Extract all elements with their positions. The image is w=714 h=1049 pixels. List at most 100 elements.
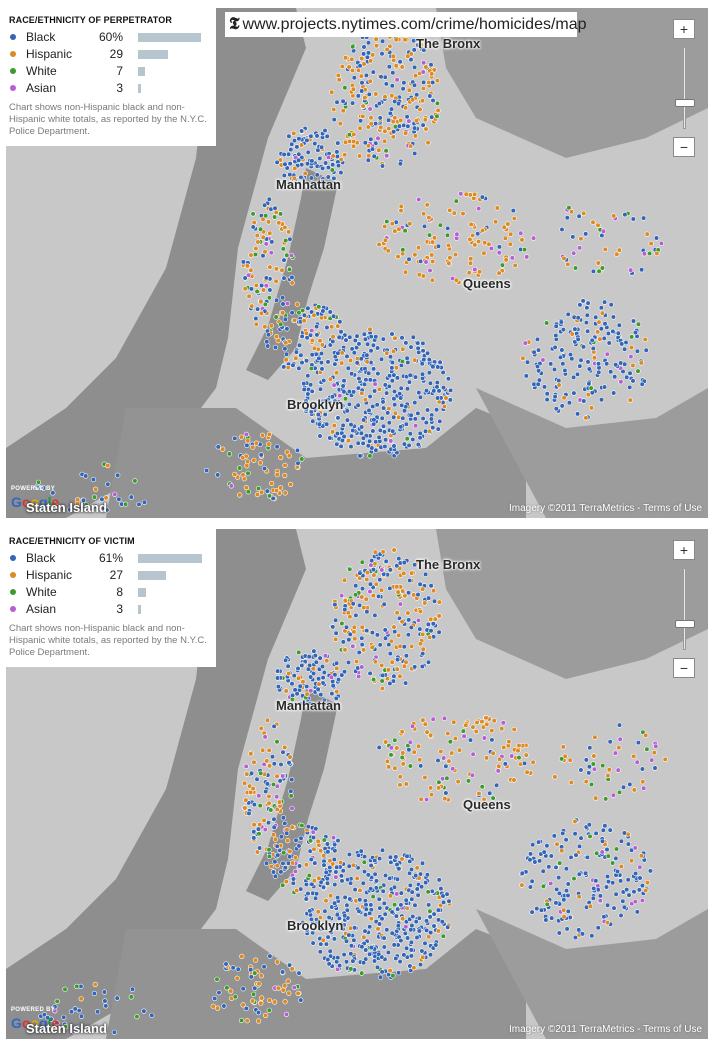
homicide-dot[interactable] — [291, 673, 297, 679]
homicide-dot[interactable] — [417, 608, 424, 615]
homicide-dot[interactable] — [544, 397, 550, 403]
homicide-dot[interactable] — [601, 335, 607, 342]
homicide-dot[interactable] — [599, 265, 606, 271]
homicide-dot[interactable] — [339, 360, 345, 366]
homicide-dot[interactable] — [406, 256, 412, 262]
homicide-dot[interactable] — [408, 939, 415, 946]
homicide-dot[interactable] — [248, 267, 254, 273]
homicide-dot[interactable] — [239, 953, 245, 960]
homicide-dot[interactable] — [294, 447, 301, 454]
homicide-dot[interactable] — [396, 101, 402, 107]
homicide-dot[interactable] — [271, 824, 277, 830]
homicide-dot[interactable] — [394, 891, 400, 897]
homicide-dot[interactable] — [401, 559, 407, 566]
homicide-dot[interactable] — [407, 221, 413, 227]
homicide-dot[interactable] — [311, 878, 318, 884]
homicide-dot[interactable] — [397, 774, 403, 780]
homicide-dot[interactable] — [260, 253, 266, 259]
homicide-dot[interactable] — [565, 908, 571, 915]
homicide-dot[interactable] — [247, 783, 253, 789]
homicide-dot[interactable] — [596, 268, 602, 274]
homicide-dot[interactable] — [373, 91, 379, 97]
homicide-dot[interactable] — [337, 121, 343, 127]
homicide-dot[interactable] — [500, 720, 506, 726]
homicide-dot[interactable] — [463, 722, 469, 728]
homicide-dot[interactable] — [322, 411, 328, 418]
homicide-dot[interactable] — [635, 321, 642, 327]
homicide-dot[interactable] — [309, 352, 315, 358]
homicide-dot[interactable] — [378, 74, 384, 80]
homicide-dot[interactable] — [295, 665, 301, 672]
homicide-dot[interactable] — [389, 909, 395, 915]
homicide-dot[interactable] — [479, 719, 485, 725]
homicide-dot[interactable] — [238, 434, 244, 440]
homicide-dot[interactable] — [304, 161, 311, 167]
homicide-dot[interactable] — [280, 246, 286, 252]
homicide-dot[interactable] — [361, 331, 367, 337]
homicide-dot[interactable] — [386, 764, 392, 770]
homicide-dot[interactable] — [373, 36, 379, 42]
homicide-dot[interactable] — [296, 843, 302, 849]
homicide-dot[interactable] — [391, 348, 397, 354]
homicide-dot[interactable] — [308, 175, 315, 181]
homicide-dot[interactable] — [523, 752, 529, 758]
homicide-dot[interactable] — [129, 986, 136, 992]
homicide-dot[interactable] — [569, 356, 575, 362]
homicide-dot[interactable] — [41, 1012, 48, 1018]
homicide-dot[interactable] — [638, 360, 644, 366]
homicide-dot[interactable] — [336, 77, 342, 83]
homicide-dot[interactable] — [529, 909, 535, 915]
homicide-dot[interactable] — [367, 588, 373, 595]
homicide-dot[interactable] — [408, 344, 414, 350]
homicide-dot[interactable] — [323, 869, 329, 876]
homicide-dot[interactable] — [586, 764, 593, 770]
homicide-dot[interactable] — [332, 848, 338, 854]
homicide-dot[interactable] — [392, 765, 398, 771]
homicide-dot[interactable] — [476, 238, 482, 245]
homicide-dot[interactable] — [405, 123, 411, 129]
homicide-dot[interactable] — [267, 264, 273, 270]
homicide-dot[interactable] — [384, 390, 390, 396]
homicide-dot[interactable] — [414, 92, 420, 98]
homicide-dot[interactable] — [379, 916, 385, 922]
homicide-dot[interactable] — [446, 758, 452, 764]
homicide-dot[interactable] — [632, 329, 639, 336]
homicide-dot[interactable] — [275, 985, 281, 991]
homicide-dot[interactable] — [479, 227, 486, 234]
homicide-dot[interactable] — [355, 402, 361, 408]
homicide-dot[interactable] — [299, 360, 305, 366]
homicide-dot[interactable] — [613, 362, 619, 368]
homicide-dot[interactable] — [283, 688, 289, 694]
homicide-dot[interactable] — [379, 587, 385, 593]
homicide-dot[interactable] — [404, 114, 410, 120]
homicide-dot[interactable] — [420, 415, 426, 422]
homicide-dot[interactable] — [255, 239, 261, 245]
homicide-dot[interactable] — [367, 951, 373, 957]
homicide-dot[interactable] — [435, 757, 441, 764]
homicide-dot[interactable] — [242, 275, 248, 281]
homicide-dot[interactable] — [332, 842, 338, 848]
homicide-dot[interactable] — [387, 968, 393, 974]
homicide-dot[interactable] — [259, 432, 266, 438]
homicide-dot[interactable] — [386, 420, 392, 426]
homicide-dot[interactable] — [335, 140, 341, 146]
homicide-dot[interactable] — [519, 237, 525, 243]
homicide-dot[interactable] — [473, 728, 479, 735]
homicide-dot[interactable] — [244, 463, 250, 469]
homicide-dot[interactable] — [624, 374, 630, 380]
homicide-dot[interactable] — [603, 796, 609, 802]
homicide-dot[interactable] — [313, 895, 319, 901]
homicide-dot[interactable] — [540, 357, 546, 363]
homicide-dot[interactable] — [344, 417, 351, 423]
homicide-dot[interactable] — [431, 923, 437, 929]
homicide-dot[interactable] — [506, 739, 512, 745]
homicide-dot[interactable] — [290, 876, 297, 882]
homicide-dot[interactable] — [426, 232, 433, 238]
homicide-dot[interactable] — [255, 485, 262, 492]
homicide-dot[interactable] — [251, 829, 257, 835]
homicide-dot[interactable] — [384, 927, 390, 933]
homicide-dot[interactable] — [67, 507, 73, 513]
homicide-dot[interactable] — [397, 391, 403, 397]
homicide-dot[interactable] — [428, 416, 435, 422]
homicide-dot[interactable] — [481, 796, 487, 803]
